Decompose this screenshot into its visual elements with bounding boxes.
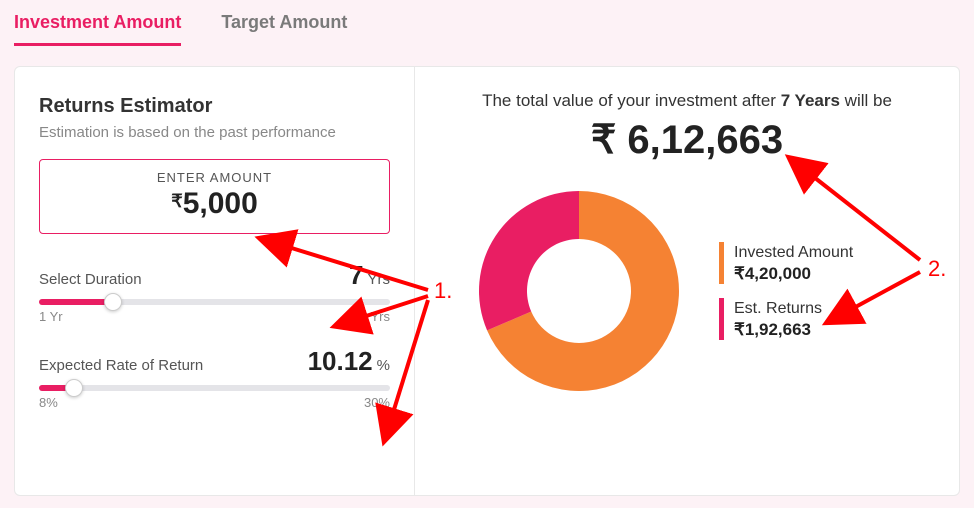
headline-years: 7 Years — [781, 91, 840, 110]
annotation-label-1: 1. — [434, 278, 452, 304]
duration-min: 1 Yr — [39, 309, 63, 324]
duration-slider-fill — [39, 299, 113, 305]
enter-amount-label: ENTER AMOUNT — [40, 170, 389, 185]
rupee-icon: ₹ — [171, 191, 182, 211]
rate-number: 10.12 — [308, 346, 373, 376]
duration-range: 1 Yr 30 Yrs — [39, 309, 390, 324]
duration-value: 7 Yrs — [349, 260, 390, 291]
total-value: ₹ 6,12,663 — [439, 117, 935, 163]
headline-post: will be — [840, 91, 892, 110]
rate-value: 10.12% — [308, 346, 390, 377]
tab-target-amount[interactable]: Target Amount — [221, 12, 347, 46]
calculator-panel: Returns Estimator Estimation is based on… — [14, 66, 960, 496]
estimator-subtitle: Estimation is based on the past performa… — [39, 124, 390, 141]
amount-value: ₹5,000 — [40, 187, 389, 221]
chart-row: Invested Amount ₹4,20,000 Est. Returns ₹… — [439, 181, 935, 401]
estimator-title: Returns Estimator — [39, 95, 390, 118]
headline-pre: The total value of your investment after — [482, 91, 781, 110]
rate-row: Expected Rate of Return 10.12% — [39, 346, 390, 377]
donut-chart — [469, 181, 689, 401]
rate-min: 8% — [39, 395, 58, 410]
duration-label: Select Duration — [39, 271, 142, 288]
rate-max: 30% — [364, 395, 390, 410]
annotation-label-2: 2. — [928, 256, 946, 282]
legend-invested-label: Invested Amount — [734, 242, 853, 264]
results-panel: The total value of your investment after… — [415, 67, 959, 495]
duration-row: Select Duration 7 Yrs — [39, 260, 390, 291]
result-headline: The total value of your investment after… — [439, 91, 935, 111]
rate-range: 8% 30% — [39, 395, 390, 410]
duration-slider-thumb[interactable] — [104, 293, 122, 311]
amount-input-box[interactable]: ENTER AMOUNT ₹5,000 — [39, 159, 390, 234]
legend-returns-value: ₹1,92,663 — [734, 320, 853, 340]
rate-label: Expected Rate of Return — [39, 357, 203, 374]
legend-invested: Invested Amount ₹4,20,000 — [719, 242, 853, 284]
tab-investment-amount[interactable]: Investment Amount — [14, 12, 181, 46]
legend-returns-label: Est. Returns — [734, 298, 853, 320]
duration-slider[interactable] — [39, 299, 390, 305]
duration-max: 30 Yrs — [353, 309, 390, 324]
amount-number: 5,000 — [183, 187, 258, 220]
inputs-panel: Returns Estimator Estimation is based on… — [15, 67, 415, 495]
duration-unit: Yrs — [368, 271, 391, 288]
duration-number: 7 — [349, 260, 363, 290]
tabs: Investment Amount Target Amount — [0, 0, 974, 46]
rate-slider-thumb[interactable] — [65, 379, 83, 397]
rate-slider[interactable] — [39, 385, 390, 391]
legend: Invested Amount ₹4,20,000 Est. Returns ₹… — [719, 242, 853, 341]
legend-returns: Est. Returns ₹1,92,663 — [719, 298, 853, 340]
rate-unit: % — [377, 357, 390, 374]
legend-invested-value: ₹4,20,000 — [734, 264, 853, 284]
